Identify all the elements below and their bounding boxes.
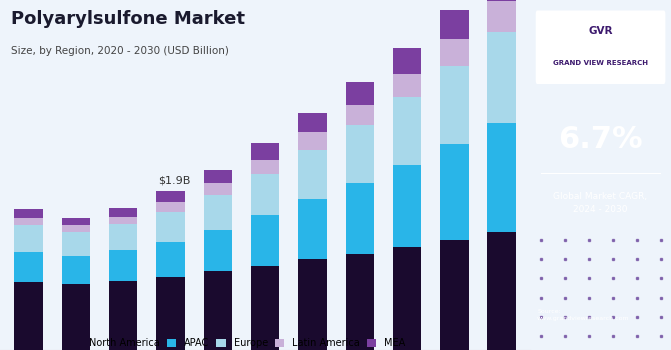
Bar	[62, 232, 90, 256]
Bar	[156, 191, 185, 202]
Bar	[62, 256, 90, 284]
Bar	[203, 195, 232, 230]
Bar	[62, 284, 90, 350]
Bar	[488, 122, 516, 232]
Bar	[203, 169, 232, 183]
Text: GRAND VIEW RESEARCH: GRAND VIEW RESEARCH	[553, 60, 648, 66]
Bar	[393, 48, 421, 75]
Legend: North America, APAC, Europe, Latin America, MEA: North America, APAC, Europe, Latin Ameri…	[68, 334, 409, 350]
Text: Source:
www.grandviewresearch.com: Source: www.grandviewresearch.com	[537, 309, 630, 321]
Bar	[298, 199, 327, 259]
Bar	[251, 216, 279, 266]
Bar	[156, 277, 185, 350]
Bar	[346, 183, 374, 254]
Bar	[156, 202, 185, 212]
Bar	[393, 247, 421, 350]
Bar	[14, 252, 42, 282]
Bar	[488, 32, 516, 122]
Bar	[251, 266, 279, 350]
Bar	[440, 40, 468, 66]
Bar	[109, 281, 138, 350]
Bar	[62, 218, 90, 225]
Bar	[203, 183, 232, 195]
Bar	[393, 165, 421, 247]
Bar	[14, 282, 42, 350]
Bar	[440, 66, 468, 144]
Bar	[488, 1, 516, 32]
Bar	[488, 232, 516, 350]
Bar	[251, 143, 279, 160]
Bar	[393, 75, 421, 97]
Bar	[346, 254, 374, 350]
Bar	[440, 144, 468, 239]
Bar	[440, 239, 468, 350]
Text: 6.7%: 6.7%	[558, 126, 643, 154]
Bar	[251, 174, 279, 216]
Bar	[346, 82, 374, 105]
Bar	[298, 150, 327, 199]
Bar	[14, 209, 42, 218]
Bar	[109, 208, 138, 217]
Bar	[298, 132, 327, 150]
Text: Size, by Region, 2020 - 2030 (USD Billion): Size, by Region, 2020 - 2030 (USD Billio…	[11, 46, 229, 56]
Bar	[298, 259, 327, 350]
Bar	[393, 97, 421, 165]
FancyBboxPatch shape	[535, 10, 666, 84]
Text: GVR: GVR	[588, 27, 613, 36]
Bar	[109, 224, 138, 251]
Bar	[203, 230, 232, 271]
Bar	[488, 0, 516, 1]
Bar	[109, 217, 138, 224]
Text: Global Market CAGR,
2024 - 2030: Global Market CAGR, 2024 - 2030	[554, 192, 648, 214]
Bar	[298, 113, 327, 132]
Text: Polyarylsulfone Market: Polyarylsulfone Market	[11, 10, 245, 28]
Bar	[346, 105, 374, 125]
Text: $1.9B: $1.9B	[158, 176, 191, 186]
Bar	[14, 225, 42, 252]
Bar	[251, 160, 279, 174]
Bar	[156, 212, 185, 242]
Bar	[109, 251, 138, 281]
Bar	[156, 242, 185, 277]
Bar	[203, 271, 232, 350]
Bar	[346, 125, 374, 183]
Bar	[62, 225, 90, 232]
Bar	[440, 10, 468, 40]
Bar	[14, 218, 42, 225]
